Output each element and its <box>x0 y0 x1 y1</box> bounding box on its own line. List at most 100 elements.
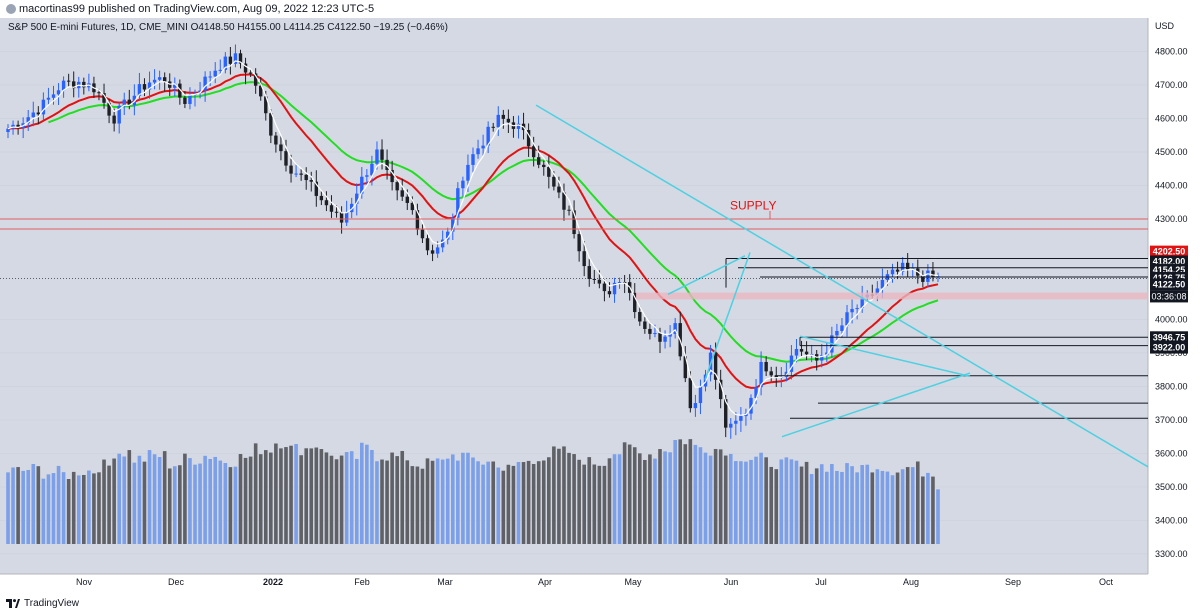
volume-bar <box>567 452 571 544</box>
candle <box>294 173 298 175</box>
volume-bar <box>708 455 713 544</box>
x-tick-label: Oct <box>1099 577 1114 587</box>
candle <box>360 176 364 194</box>
volume-bar <box>102 459 106 544</box>
candle <box>223 56 228 70</box>
y-tick-label: 4400.00 <box>1155 180 1188 190</box>
candle <box>289 165 293 174</box>
candle <box>648 328 652 334</box>
volume-bar <box>208 458 212 544</box>
candle <box>435 247 440 254</box>
volume-bar <box>799 466 804 544</box>
candle <box>774 375 778 378</box>
y-tick-label: 3600.00 <box>1155 448 1188 458</box>
candle <box>557 186 561 193</box>
candle <box>395 182 399 191</box>
volume-bar <box>223 463 228 544</box>
candle <box>375 149 379 164</box>
volume-bar <box>405 460 410 544</box>
candle <box>213 70 217 77</box>
volume-bar <box>243 457 248 544</box>
volume-bar <box>97 472 101 544</box>
candle <box>461 180 465 189</box>
candle <box>537 157 541 165</box>
candle <box>188 94 192 104</box>
price-label-tag <box>1150 341 1188 354</box>
volume-bar <box>395 456 399 544</box>
candle <box>157 77 162 80</box>
candle <box>446 231 450 240</box>
volume-bar <box>830 464 834 544</box>
volume-bar <box>531 463 536 544</box>
volume-bar <box>850 466 854 544</box>
candle <box>693 403 698 409</box>
volume-bar <box>309 448 314 544</box>
candle <box>653 333 657 335</box>
y-tick-label: 3800.00 <box>1155 381 1188 391</box>
volume-bar <box>875 469 880 544</box>
candle <box>147 82 152 90</box>
y-tick-label: 3500.00 <box>1155 482 1188 492</box>
candle <box>6 128 10 133</box>
volume-bar <box>279 448 283 544</box>
candle <box>238 53 243 64</box>
candle <box>905 262 910 270</box>
volume-bar <box>936 489 940 544</box>
candle <box>456 188 460 218</box>
volume-bar <box>511 465 516 544</box>
candle <box>56 90 61 95</box>
candle <box>577 234 581 252</box>
candle <box>299 173 303 175</box>
candle <box>698 386 703 404</box>
candle <box>542 164 546 168</box>
volume-bar <box>759 452 763 544</box>
candle <box>259 85 263 97</box>
volume-bar <box>840 471 844 544</box>
volume-bar <box>370 449 374 544</box>
candle <box>309 180 313 182</box>
volume-bar <box>926 472 930 544</box>
volume-bar <box>178 465 182 544</box>
demand-zone <box>636 292 1148 300</box>
volume-bar <box>107 465 111 544</box>
price-label-tag <box>1150 245 1188 258</box>
volume-bar <box>183 453 187 544</box>
volume-bar <box>228 467 233 544</box>
candle <box>739 416 743 421</box>
candle <box>264 96 268 114</box>
candle <box>835 330 839 336</box>
volume-bar <box>284 447 288 544</box>
price-chart[interactable]: 4800.00 4700.00 4600.00 4500.00 4400.00 4300.… <box>0 18 1200 596</box>
candle <box>582 251 586 267</box>
price-label-tag <box>1150 331 1188 344</box>
candle <box>496 114 500 128</box>
candle <box>334 211 339 213</box>
volume-bar <box>693 444 698 544</box>
candle <box>329 205 334 212</box>
volume-bar <box>804 461 809 544</box>
candle <box>97 92 101 94</box>
volume-bar <box>299 455 303 544</box>
candle <box>880 279 885 289</box>
volume-bar <box>643 459 647 544</box>
volume-bar <box>895 472 900 544</box>
volume-bar <box>304 448 309 544</box>
volume-bar <box>410 466 415 544</box>
trendline-wedge-top <box>667 255 746 295</box>
candle <box>612 282 617 295</box>
candle <box>572 210 576 235</box>
candle <box>567 209 571 211</box>
candle <box>274 135 278 145</box>
volume-bar <box>360 442 364 544</box>
volume-bar <box>152 454 157 544</box>
volume-bar <box>450 454 455 544</box>
volume-bar <box>890 475 895 544</box>
volume-bar <box>541 460 546 544</box>
candle <box>607 291 612 295</box>
candle <box>794 349 799 356</box>
volume-bar <box>734 461 738 544</box>
price-label: 3922.00 <box>1153 343 1186 353</box>
candle <box>365 175 369 177</box>
volume-bar <box>592 464 597 544</box>
candle <box>526 130 531 147</box>
